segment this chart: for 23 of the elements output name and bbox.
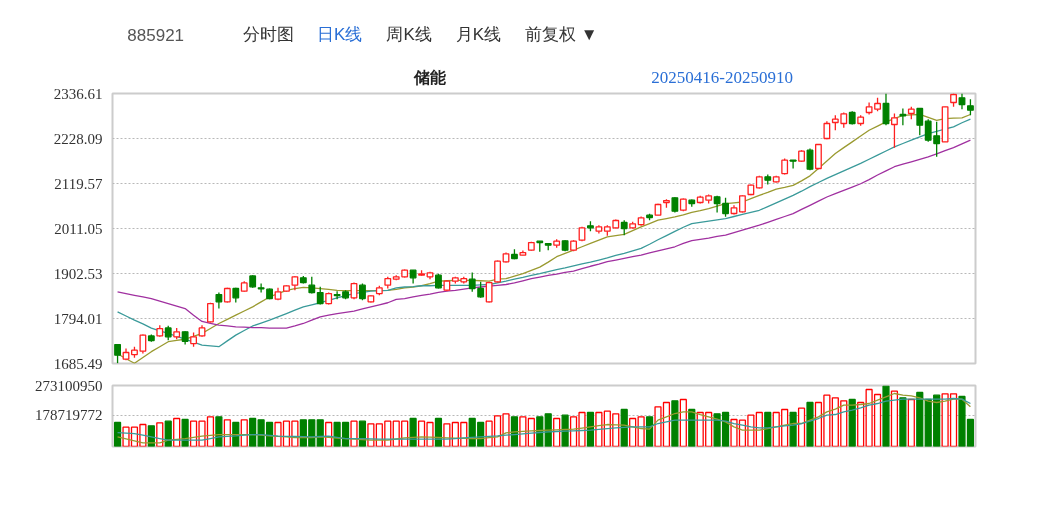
text: 885921 xyxy=(127,25,185,45)
y-tick-label: 1902.53 xyxy=(53,265,103,282)
candlestick xyxy=(789,159,797,170)
y-tick-label: 178719772 xyxy=(35,407,103,424)
y-tick-label: 1794.01 xyxy=(53,310,103,327)
chart-title: 储能 xyxy=(413,69,447,86)
text: 日K线 xyxy=(317,25,363,44)
candlestick xyxy=(114,343,121,364)
text: 分时图 xyxy=(242,25,294,44)
y-tick-label: 2011.05 xyxy=(54,220,103,237)
text: 前复权 ▼ xyxy=(525,25,598,44)
candlestick xyxy=(257,282,265,294)
text: 周K线 xyxy=(386,25,432,44)
candlestick xyxy=(916,107,924,136)
y-tick-label: 2336.61 xyxy=(53,85,103,102)
y-tick-label: 2228.09 xyxy=(53,130,103,147)
y-tick-label: 273100950 xyxy=(35,377,103,394)
y-tick-label: 1685.49 xyxy=(53,355,103,372)
text: 20250416-20250910 xyxy=(651,68,793,87)
line-series xyxy=(116,139,972,329)
candlestick xyxy=(891,112,898,149)
y-tick-label: 2119.57 xyxy=(54,175,103,192)
text: 月K线 xyxy=(455,25,502,44)
